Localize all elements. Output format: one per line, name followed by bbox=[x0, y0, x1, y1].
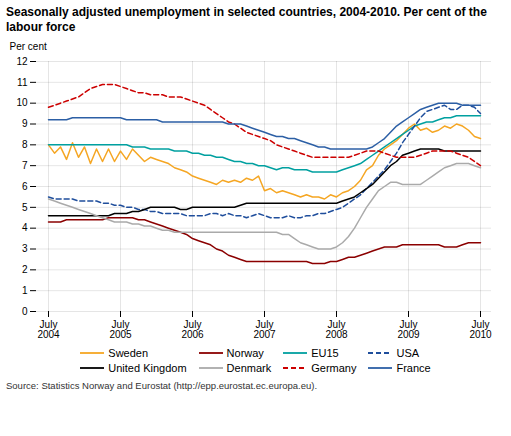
svg-text:July2006: July2006 bbox=[181, 319, 204, 340]
svg-text:July2007: July2007 bbox=[253, 319, 276, 340]
svg-text:4: 4 bbox=[22, 222, 28, 233]
svg-text:6: 6 bbox=[22, 181, 28, 192]
svg-text:July2010: July2010 bbox=[469, 319, 492, 340]
html-text:USA: USA bbox=[396, 347, 420, 359]
svg-text:Per cent: Per cent bbox=[10, 41, 47, 52]
svg-text:1: 1 bbox=[22, 285, 28, 296]
svg-text:0: 0 bbox=[22, 306, 28, 317]
html-text:Seasonally adjusted unemployme: Seasonally adjusted unemployment in sele… bbox=[6, 5, 487, 34]
html-text:Germany: Germany bbox=[311, 362, 357, 374]
svg-text:July2008: July2008 bbox=[325, 319, 348, 340]
html-text:Denmark: Denmark bbox=[226, 362, 272, 374]
svg-text:12: 12 bbox=[16, 56, 28, 67]
svg-text:7: 7 bbox=[22, 160, 28, 171]
svg-text:5: 5 bbox=[22, 202, 28, 213]
svg-text:11: 11 bbox=[17, 77, 28, 88]
svg-text:8: 8 bbox=[22, 139, 28, 150]
svg-text:3: 3 bbox=[22, 243, 28, 254]
html-text:Source: Statistics Norway and: Source: Statistics Norway and Eurostat (… bbox=[6, 380, 317, 391]
html-text:United Kingdom: United Kingdom bbox=[108, 362, 187, 374]
svg-text:July2004: July2004 bbox=[37, 319, 60, 340]
html-text:EU15: EU15 bbox=[311, 347, 339, 359]
svg-text:July2005: July2005 bbox=[109, 319, 132, 340]
svg-text:2: 2 bbox=[22, 264, 28, 275]
html-text:France: France bbox=[396, 362, 431, 374]
html-text:Sweden: Sweden bbox=[108, 347, 149, 359]
svg-text:July2009: July2009 bbox=[397, 319, 420, 340]
html-text:Norway: Norway bbox=[226, 347, 264, 359]
svg-text:10: 10 bbox=[16, 97, 28, 108]
svg-text:9: 9 bbox=[22, 118, 28, 129]
